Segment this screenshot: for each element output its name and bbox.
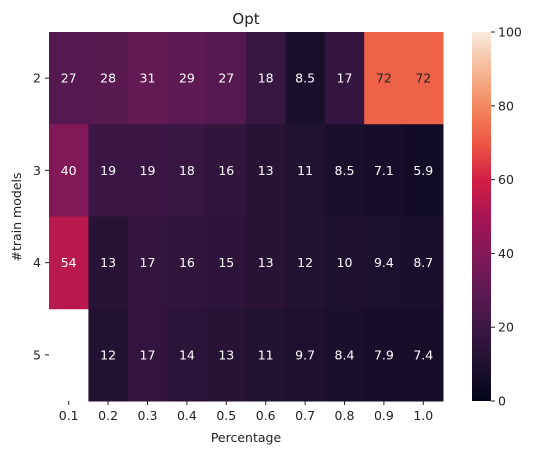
cell-value-r0-c0: 27 bbox=[61, 71, 77, 86]
cell-value-r3-c5: 11 bbox=[258, 347, 274, 362]
x-tick-label-4: 0.5 bbox=[216, 408, 236, 423]
cell-value-r2-c4: 15 bbox=[218, 255, 234, 270]
heatmap-cells: 27 28 31 29 27 18 8.5 17 72 72 40 19 19 18 16 13 11 8.5 7.… bbox=[49, 32, 444, 402]
x-tick-label-3: 0.4 bbox=[177, 408, 197, 423]
x-axis-ticks: 0.1 0.2 0.3 0.4 0.5 0.6 0.7 0.8 0.9 1.0 bbox=[59, 401, 434, 423]
colorbar: 0 20 40 60 80 100 bbox=[472, 25, 522, 409]
cell-value-r0-c8: 72 bbox=[376, 71, 392, 86]
y-tick-label-1: 3 bbox=[33, 163, 41, 178]
cell-value-r0-c7: 17 bbox=[337, 71, 353, 86]
cell-value-r2-c9: 8.7 bbox=[413, 255, 433, 270]
cell-value-r0-c2: 31 bbox=[140, 71, 156, 86]
cell-value-r1-c0: 40 bbox=[61, 163, 77, 178]
cell-value-r2-c1: 13 bbox=[100, 255, 116, 270]
x-tick-label-8: 0.9 bbox=[374, 408, 394, 423]
colorbar-tick-label-4: 80 bbox=[498, 98, 514, 113]
colorbar-tick-label-1: 20 bbox=[498, 320, 514, 335]
cell-value-r2-c7: 10 bbox=[337, 255, 353, 270]
chart-title: Opt bbox=[232, 10, 259, 28]
x-tick-label-1: 0.2 bbox=[98, 408, 118, 423]
cell-value-r0-c9: 72 bbox=[415, 71, 431, 86]
cell-value-r2-c6: 12 bbox=[297, 255, 313, 270]
cell-value-r0-c4: 27 bbox=[218, 71, 234, 86]
x-tick-label-5: 0.6 bbox=[256, 408, 276, 423]
x-axis-label: Percentage bbox=[211, 430, 282, 445]
cell-value-r2-c8: 9.4 bbox=[374, 255, 394, 270]
cell-value-r3-c1: 12 bbox=[100, 347, 116, 362]
cell-value-r2-c0: 54 bbox=[61, 255, 77, 270]
y-axis-ticks: 2 3 4 5 bbox=[33, 71, 49, 363]
cell-value-r2-c2: 17 bbox=[140, 255, 156, 270]
cell-value-r0-c5: 18 bbox=[258, 71, 274, 86]
colorbar-tick-label-5: 100 bbox=[498, 25, 522, 40]
cell-value-r2-c3: 16 bbox=[179, 255, 195, 270]
x-tick-label-7: 0.8 bbox=[335, 408, 355, 423]
cell-value-r0-c1: 28 bbox=[100, 71, 116, 86]
x-tick-label-0: 0.1 bbox=[59, 408, 79, 423]
cell-value-r3-c9: 7.4 bbox=[413, 347, 433, 362]
y-tick-label-3: 5 bbox=[33, 347, 41, 362]
cell-value-r3-c3: 14 bbox=[179, 347, 195, 362]
cell-value-r1-c4: 16 bbox=[218, 163, 234, 178]
cell-value-r1-c1: 19 bbox=[100, 163, 116, 178]
x-tick-label-9: 1.0 bbox=[413, 408, 433, 423]
y-tick-label-2: 4 bbox=[33, 255, 41, 270]
x-tick-label-2: 0.3 bbox=[138, 408, 158, 423]
cell-value-r1-c6: 11 bbox=[297, 163, 313, 178]
y-axis-label: #train models bbox=[9, 173, 24, 262]
colorbar-tick-label-3: 60 bbox=[498, 172, 514, 187]
cell-value-r1-c5: 13 bbox=[258, 163, 274, 178]
x-tick-label-6: 0.7 bbox=[295, 408, 315, 423]
cell-value-r1-c2: 19 bbox=[140, 163, 156, 178]
colorbar-tick-label-0: 0 bbox=[498, 394, 506, 409]
colorbar-tick-label-2: 40 bbox=[498, 246, 514, 261]
cell-value-r3-c6: 9.7 bbox=[295, 347, 315, 362]
cell-value-r0-c3: 29 bbox=[179, 71, 195, 86]
cell-value-r3-c7: 8.4 bbox=[335, 347, 355, 362]
cell-value-r2-c5: 13 bbox=[258, 255, 274, 270]
colorbar-gradient bbox=[472, 32, 491, 401]
cell-value-r1-c7: 8.5 bbox=[335, 163, 355, 178]
cell-value-r3-c4: 13 bbox=[218, 347, 234, 362]
cell-value-r3-c8: 7.9 bbox=[374, 347, 394, 362]
cell-value-r1-c3: 18 bbox=[179, 163, 195, 178]
cell-value-r1-c9: 5.9 bbox=[413, 163, 433, 178]
cell-value-r0-c6: 8.5 bbox=[295, 71, 315, 86]
cell-value-r1-c8: 7.1 bbox=[374, 163, 394, 178]
y-tick-label-0: 2 bbox=[33, 71, 41, 86]
cell-value-r3-c2: 17 bbox=[140, 347, 156, 362]
